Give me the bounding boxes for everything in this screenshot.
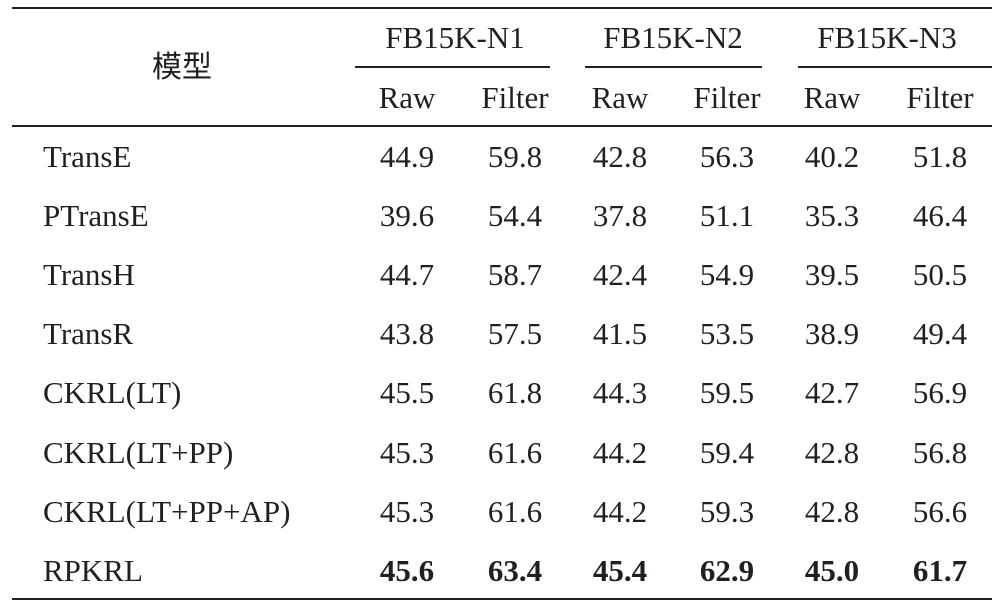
table-cell: 44.7 [379,257,435,293]
table-cell: 59.5 [699,375,755,411]
bottom-rule [12,598,992,600]
group-header-fb15k-n2: FB15K-N2 [603,20,743,55]
table-cell: 39.5 [804,257,860,293]
table-cell: 57.5 [487,316,543,352]
group-header-fb15k-n3: FB15K-N3 [817,20,957,55]
table-cell: 54.4 [487,198,543,234]
table-cell: 38.9 [804,316,860,352]
model-name: CKRL(LT+PP+AP) [43,493,291,529]
group-header-fb15k-n1: FB15K-N1 [385,20,525,55]
table-cell: 61.6 [487,434,543,470]
table-cell: 59.4 [699,434,755,470]
header-rule [12,125,992,127]
model-name: CKRL(LT+PP) [43,434,234,470]
group-rule-n3 [798,66,992,68]
table-cell: 44.3 [592,375,648,411]
group-rule-n1 [355,66,550,68]
table-cell: 45.3 [379,493,435,529]
subheader-filter: Filter [906,80,974,115]
model-column-header: 模型 [152,50,212,85]
table-cell: 63.4 [487,552,543,588]
subheader-filter: Filter [693,80,761,115]
model-name: CKRL(LT) [43,375,182,411]
table-cell: 56.9 [912,375,968,411]
table-cell: 42.7 [804,375,860,411]
table-cell: 53.5 [699,316,755,352]
table-cell: 51.1 [699,198,755,234]
table-cell: 51.8 [912,139,968,174]
table-cell: 49.4 [912,316,968,352]
table-cell: 44.2 [592,434,648,470]
table-cell: 61.6 [487,493,543,529]
model-name: TransH [43,257,135,293]
table-cell: 42.8 [592,139,648,174]
table-cell: 41.5 [592,316,648,352]
table-cell: 54.9 [699,257,755,293]
table-cell: 59.8 [487,139,543,174]
table-cell: 58.7 [487,257,543,293]
table-cell: 45.5 [379,375,435,411]
table-cell: 45.6 [379,552,435,588]
table-cell: 40.2 [804,139,860,174]
group-rule-n2 [585,66,762,68]
table-cell: 42.4 [592,257,648,293]
table-cell: 46.4 [912,198,968,234]
subheader-raw: Raw [378,80,436,115]
model-name: PTransE [43,198,149,234]
table-cell: 43.8 [379,316,435,352]
model-name: TransE [43,139,132,174]
table-cell: 59.3 [699,493,755,529]
model-name: RPKRL [43,552,143,588]
subheader-raw: Raw [591,80,649,115]
table-cell: 62.9 [699,552,755,588]
table-cell: 42.8 [804,493,860,529]
table-cell: 56.3 [699,139,755,174]
top-rule [12,7,992,9]
table-cell: 42.8 [804,434,860,470]
table-cell: 37.8 [592,198,648,234]
table-cell: 44.2 [592,493,648,529]
table-cell: 39.6 [379,198,435,234]
model-name: TransR [43,316,134,352]
table-cell: 45.4 [592,552,648,588]
table-cell: 50.5 [912,257,968,293]
table-cell: 35.3 [804,198,860,234]
table-cell: 44.9 [379,139,435,174]
table-cell: 61.8 [487,375,543,411]
table-cell: 45.0 [804,552,860,588]
subheader-raw: Raw [803,80,861,115]
table-cell: 56.8 [912,434,968,470]
subheader-filter: Filter [481,80,549,115]
table-cell: 56.6 [912,493,968,529]
table-cell: 61.7 [912,552,968,588]
table-cell: 45.3 [379,434,435,470]
